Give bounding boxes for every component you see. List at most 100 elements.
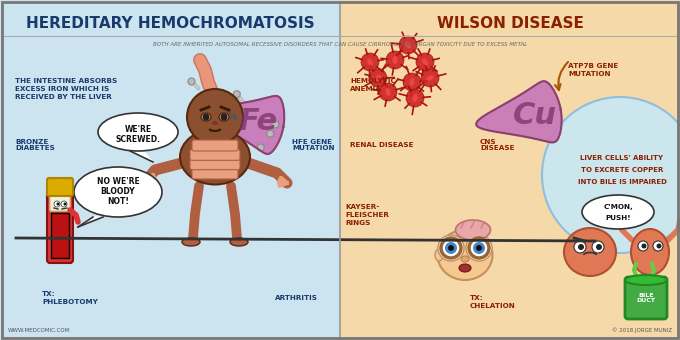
Text: HEMOLYTIC
ANEMIA: HEMOLYTIC ANEMIA bbox=[350, 78, 396, 92]
Circle shape bbox=[421, 69, 439, 87]
Circle shape bbox=[542, 97, 680, 253]
Ellipse shape bbox=[413, 94, 418, 102]
Text: THE INTESTINE ABSORBS
EXCESS IRON WHICH IS
RECEIVED BY THE LIVER: THE INTESTINE ABSORBS EXCESS IRON WHICH … bbox=[15, 78, 117, 100]
Circle shape bbox=[203, 114, 209, 120]
FancyBboxPatch shape bbox=[192, 168, 238, 179]
Text: HEREDITARY HEMOCHROMATOSIS: HEREDITARY HEMOCHROMATOSIS bbox=[26, 17, 314, 32]
Circle shape bbox=[578, 244, 584, 250]
Text: LIVER CELLS' ABILITY: LIVER CELLS' ABILITY bbox=[581, 155, 664, 161]
Polygon shape bbox=[205, 96, 284, 154]
Ellipse shape bbox=[182, 238, 200, 246]
Circle shape bbox=[641, 243, 647, 249]
Circle shape bbox=[438, 235, 464, 261]
Text: BRONZE
DIABETES: BRONZE DIABETES bbox=[15, 138, 55, 152]
Text: ARTHRITIS: ARTHRITIS bbox=[275, 295, 318, 301]
Ellipse shape bbox=[212, 121, 218, 125]
Text: NO WE'RE: NO WE'RE bbox=[97, 177, 139, 187]
Text: KAYSER-
FLEISCHER
RINGS: KAYSER- FLEISCHER RINGS bbox=[345, 204, 389, 226]
Circle shape bbox=[379, 83, 397, 101]
Ellipse shape bbox=[435, 249, 443, 261]
Text: PUSH!: PUSH! bbox=[605, 215, 631, 221]
Text: INTO BILE IS IMPAIRED: INTO BILE IS IMPAIRED bbox=[577, 179, 666, 185]
FancyBboxPatch shape bbox=[190, 149, 240, 160]
Circle shape bbox=[596, 244, 602, 250]
Ellipse shape bbox=[375, 74, 381, 82]
Circle shape bbox=[63, 203, 67, 205]
Text: TX:
PHLEBOTOMY: TX: PHLEBOTOMY bbox=[42, 291, 98, 305]
Circle shape bbox=[218, 140, 224, 147]
FancyBboxPatch shape bbox=[51, 213, 69, 258]
Ellipse shape bbox=[422, 58, 428, 66]
Circle shape bbox=[222, 145, 228, 152]
Circle shape bbox=[361, 53, 379, 71]
Circle shape bbox=[199, 92, 206, 99]
Circle shape bbox=[473, 242, 485, 254]
Circle shape bbox=[653, 241, 663, 251]
Ellipse shape bbox=[367, 58, 373, 66]
Circle shape bbox=[416, 53, 434, 71]
Ellipse shape bbox=[437, 230, 492, 280]
Ellipse shape bbox=[386, 88, 391, 96]
Text: Fe: Fe bbox=[239, 107, 277, 136]
Circle shape bbox=[257, 144, 264, 151]
Ellipse shape bbox=[426, 75, 434, 81]
Circle shape bbox=[272, 121, 279, 128]
Circle shape bbox=[207, 106, 214, 113]
Ellipse shape bbox=[459, 264, 471, 272]
FancyBboxPatch shape bbox=[50, 191, 70, 211]
Circle shape bbox=[187, 89, 243, 145]
Circle shape bbox=[211, 123, 219, 130]
FancyBboxPatch shape bbox=[192, 140, 238, 151]
Ellipse shape bbox=[230, 238, 248, 246]
Text: RENAL DISEASE: RENAL DISEASE bbox=[350, 142, 413, 148]
Ellipse shape bbox=[74, 167, 162, 217]
Circle shape bbox=[399, 36, 417, 54]
Circle shape bbox=[369, 69, 387, 87]
FancyBboxPatch shape bbox=[625, 277, 667, 319]
Circle shape bbox=[386, 51, 404, 69]
Circle shape bbox=[56, 203, 60, 205]
FancyBboxPatch shape bbox=[47, 178, 73, 196]
Bar bbox=[340, 0, 680, 340]
Text: © 2018 JORGE MUNIZ: © 2018 JORGE MUNIZ bbox=[612, 327, 672, 333]
Text: TO EXCRETE COPPER: TO EXCRETE COPPER bbox=[581, 167, 663, 173]
Circle shape bbox=[220, 114, 228, 120]
Circle shape bbox=[239, 109, 247, 116]
Text: BLOODY: BLOODY bbox=[101, 187, 135, 197]
Text: SCREWED.: SCREWED. bbox=[116, 135, 160, 143]
Circle shape bbox=[466, 235, 492, 261]
Ellipse shape bbox=[180, 130, 250, 185]
Polygon shape bbox=[78, 217, 103, 227]
Ellipse shape bbox=[582, 195, 654, 229]
Circle shape bbox=[476, 245, 482, 251]
Text: WWW.MEDCOMIC.COM: WWW.MEDCOMIC.COM bbox=[8, 327, 70, 333]
Text: WE'RE: WE'RE bbox=[124, 124, 152, 134]
Circle shape bbox=[267, 130, 273, 137]
Circle shape bbox=[448, 245, 454, 251]
Circle shape bbox=[638, 241, 648, 251]
Circle shape bbox=[445, 242, 457, 254]
Text: TX:
CHELATION: TX: CHELATION bbox=[470, 295, 515, 308]
Text: WILSON DISEASE: WILSON DISEASE bbox=[437, 17, 583, 32]
Circle shape bbox=[61, 201, 67, 207]
Circle shape bbox=[233, 91, 240, 98]
Text: Cu: Cu bbox=[513, 101, 557, 130]
Circle shape bbox=[656, 243, 662, 249]
Ellipse shape bbox=[392, 56, 398, 64]
Ellipse shape bbox=[461, 256, 469, 262]
Ellipse shape bbox=[405, 41, 411, 48]
Text: CNS
DISEASE: CNS DISEASE bbox=[480, 138, 515, 152]
Polygon shape bbox=[476, 81, 562, 142]
Ellipse shape bbox=[564, 228, 616, 276]
Ellipse shape bbox=[625, 275, 667, 285]
Text: NOT!: NOT! bbox=[107, 198, 129, 206]
Ellipse shape bbox=[631, 229, 669, 275]
Text: C'MON,: C'MON, bbox=[603, 204, 633, 210]
Circle shape bbox=[574, 241, 586, 253]
Text: HFE GENE
MUTATION: HFE GENE MUTATION bbox=[292, 138, 335, 152]
Ellipse shape bbox=[456, 220, 490, 240]
Bar bbox=[0, 0, 340, 340]
Ellipse shape bbox=[409, 78, 415, 86]
Circle shape bbox=[54, 201, 60, 207]
Text: BILE
DUCT: BILE DUCT bbox=[636, 293, 656, 303]
